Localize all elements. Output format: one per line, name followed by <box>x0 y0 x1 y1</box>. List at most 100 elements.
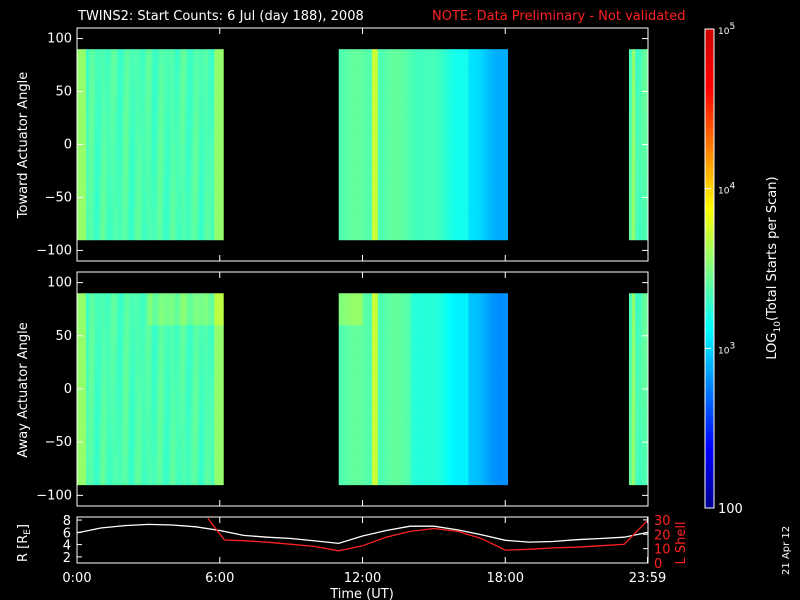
heatmap-cell <box>420 208 424 225</box>
heatmap-cell <box>495 389 499 406</box>
heatmap-cell <box>480 65 484 82</box>
heatmap-cell <box>371 452 376 470</box>
heatmap-cell <box>100 176 105 193</box>
heatmap-cell <box>641 208 645 225</box>
heatmap-cell <box>365 293 370 310</box>
heatmap-cell <box>389 357 394 374</box>
heatmap-cell <box>474 452 478 470</box>
heatmap-cell <box>414 80 418 98</box>
y-tick-label: 100 <box>47 32 72 47</box>
heatmap-cell <box>471 452 475 470</box>
heatmap-cell <box>468 436 472 454</box>
heatmap-cell <box>495 96 499 114</box>
heatmap-cell <box>402 452 406 470</box>
heatmap-cell <box>130 192 135 209</box>
heatmap-cell <box>121 468 126 486</box>
heatmap-cell <box>97 223 102 241</box>
heatmap-cell <box>393 325 397 342</box>
heatmap-cell <box>444 128 448 145</box>
heatmap-cell <box>94 389 99 406</box>
heatmap-cell <box>429 325 433 342</box>
heatmap-cell <box>127 128 132 145</box>
heatmap-cell <box>389 468 394 486</box>
heatmap-cell <box>483 223 487 241</box>
heatmap-cell <box>356 112 361 130</box>
heatmap-cell <box>632 436 636 454</box>
heatmap-cell <box>139 208 144 225</box>
heatmap-cell <box>628 373 633 390</box>
heatmap-cell <box>148 404 153 422</box>
heatmap-cell <box>145 192 150 209</box>
colorbar-label: LOG10(Total Starts per Scan) <box>765 176 783 359</box>
heatmap-cell <box>208 468 212 486</box>
heatmap-cell <box>118 112 123 130</box>
heatmap-cell <box>130 325 135 342</box>
heatmap-cell <box>399 293 403 310</box>
heatmap-cell <box>112 341 117 358</box>
heatmap-cell <box>393 373 397 390</box>
heatmap-cell <box>184 309 188 326</box>
heatmap-cell <box>465 65 469 82</box>
heatmap-cell <box>109 160 114 177</box>
heatmap-cell <box>217 160 221 177</box>
heatmap-cell <box>635 208 639 225</box>
heatmap-cell <box>411 357 415 374</box>
heatmap-cell <box>115 357 120 374</box>
heatmap-cell <box>459 325 463 342</box>
heatmap-cell <box>471 65 475 82</box>
heatmap-cell <box>353 65 358 82</box>
heatmap-cell <box>145 223 150 241</box>
heatmap-cell <box>465 293 469 310</box>
heatmap-cell <box>459 144 463 161</box>
heatmap-cell <box>486 208 490 225</box>
heatmap-cell <box>389 341 394 358</box>
heatmap-cell <box>169 341 173 358</box>
heatmap-cell <box>172 176 176 193</box>
heatmap-cell <box>88 96 93 114</box>
heatmap-cell <box>380 160 385 177</box>
heatmap-cell <box>396 357 400 374</box>
heatmap-cell <box>429 436 433 454</box>
heatmap-cell <box>178 223 182 241</box>
heatmap-cell <box>220 112 224 130</box>
heatmap-cell <box>408 65 412 82</box>
heatmap-cell <box>462 65 466 82</box>
heatmap-cell <box>405 112 409 130</box>
heatmap-cell <box>169 468 173 486</box>
heatmap-cell <box>142 373 147 390</box>
heatmap-cell <box>220 357 224 374</box>
heatmap-cell <box>383 96 388 114</box>
heatmap-cell <box>447 128 451 145</box>
heatmap-cell <box>130 80 135 98</box>
heatmap-cell <box>139 420 144 438</box>
heatmap-cell <box>393 192 397 209</box>
heatmap-cell <box>82 160 87 177</box>
heatmap-cell <box>190 341 194 358</box>
heatmap-cell <box>166 208 170 225</box>
heatmap-cell <box>103 436 108 454</box>
heatmap-cell <box>435 208 439 225</box>
heatmap-cell <box>374 468 379 486</box>
heatmap-cell <box>166 223 170 241</box>
heatmap-cell <box>438 128 442 145</box>
heatmap-cell <box>405 160 409 177</box>
heatmap-cell <box>393 389 397 406</box>
heatmap-cell <box>402 144 406 161</box>
heatmap-cell <box>402 65 406 82</box>
heatmap-cell <box>166 373 170 390</box>
heatmap-cell <box>628 309 633 326</box>
heatmap-cell <box>97 436 102 454</box>
heatmap-cell <box>359 49 364 66</box>
heatmap-cell <box>100 208 105 225</box>
heatmap-cell <box>133 192 138 209</box>
heatmap-cell <box>408 293 412 310</box>
heatmap-cell <box>217 96 221 114</box>
heatmap-cell <box>368 357 373 374</box>
heatmap-cell <box>356 373 361 390</box>
heatmap-cell <box>377 160 382 177</box>
heatmap-cell <box>85 420 90 438</box>
heatmap-cell <box>353 373 358 390</box>
heatmap-cell <box>154 144 159 161</box>
heatmap-cell <box>187 420 191 438</box>
